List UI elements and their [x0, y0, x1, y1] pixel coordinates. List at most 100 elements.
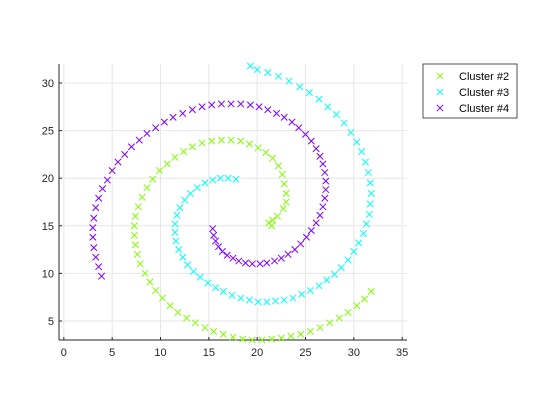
- data-point-cluster-2: [277, 334, 285, 342]
- data-point-cluster-2: [198, 139, 206, 147]
- data-point-cluster-4: [127, 143, 136, 151]
- data-point-cluster-4: [208, 101, 216, 109]
- data-point-cluster-2: [316, 324, 324, 332]
- data-point-cluster-4: [214, 243, 223, 251]
- data-point-cluster-2: [239, 335, 247, 343]
- data-point-cluster-4: [312, 145, 320, 153]
- y-tick-label: 20: [42, 173, 54, 185]
- data-point-cluster-4: [103, 176, 111, 184]
- data-point-cluster-4: [297, 240, 305, 248]
- data-point-cluster-3: [171, 220, 179, 228]
- data-point-cluster-2: [208, 137, 216, 145]
- data-point-cluster-3: [340, 119, 348, 127]
- data-point-cluster-3: [253, 66, 261, 74]
- legend-label: Cluster #2: [459, 71, 509, 83]
- data-point-cluster-2: [353, 302, 361, 310]
- data-point-cluster-4: [169, 113, 177, 121]
- x-tick-label: 15: [203, 347, 215, 359]
- data-point-cluster-4: [319, 203, 327, 211]
- data-point-cluster-2: [149, 175, 157, 183]
- y-tick-label: 5: [48, 316, 54, 328]
- data-point-cluster-3: [219, 287, 227, 296]
- legend-label: Cluster #4: [459, 103, 509, 115]
- data-point-cluster-4: [307, 137, 315, 145]
- data-point-cluster-4: [89, 224, 97, 232]
- grid-lines: [59, 64, 407, 340]
- data-point-cluster-4: [263, 259, 271, 267]
- data-point-cluster-4: [152, 124, 160, 132]
- y-tick-label: 25: [42, 126, 54, 138]
- data-point-cluster-3: [337, 264, 345, 272]
- data-point-cluster-2: [130, 222, 138, 230]
- data-point-cluster-2: [237, 137, 245, 145]
- data-point-cluster-4: [135, 136, 143, 144]
- data-point-cluster-3: [173, 211, 181, 219]
- data-point-cluster-4: [255, 103, 263, 111]
- data-point-cluster-3: [355, 239, 363, 247]
- data-point-cluster-3: [285, 77, 293, 85]
- data-point-cluster-2: [306, 327, 314, 335]
- data-point-cluster-3: [296, 83, 304, 91]
- y-tick-label: 30: [42, 78, 54, 90]
- data-point-cluster-4: [295, 124, 303, 132]
- data-point-cluster-3: [362, 220, 370, 228]
- data-point-cluster-3: [181, 196, 189, 204]
- axes: [58, 64, 407, 341]
- data-point-cluster-3: [193, 184, 201, 192]
- data-point-cluster-4: [301, 130, 310, 138]
- data-point-cluster-3: [254, 298, 262, 306]
- data-point-cluster-2: [280, 180, 288, 188]
- data-point-cluster-3: [323, 276, 331, 284]
- data-point-cluster-2: [229, 333, 237, 341]
- data-point-cluster-4: [217, 100, 225, 108]
- data-point-cluster-3: [347, 128, 355, 137]
- data-point-cluster-3: [358, 148, 366, 156]
- x-tick-label: 25: [299, 347, 311, 359]
- data-point-cluster-4: [291, 246, 299, 254]
- data-point-cluster-2: [287, 332, 295, 340]
- data-point-cluster-3: [216, 174, 224, 182]
- data-point-cluster-3: [324, 103, 332, 111]
- data-point-cluster-3: [237, 294, 245, 302]
- data-point-cluster-3: [274, 72, 282, 80]
- data-point-cluster-3: [264, 69, 272, 77]
- data-points: [89, 62, 375, 344]
- data-point-cluster-4: [90, 244, 98, 252]
- legend: Cluster #2 Cluster #3 Cluster #4: [422, 63, 518, 119]
- data-point-cluster-2: [133, 250, 141, 258]
- data-point-cluster-2: [268, 335, 276, 343]
- data-point-cluster-3: [306, 286, 314, 295]
- data-point-cluster-2: [141, 269, 149, 277]
- data-point-cluster-4: [277, 254, 285, 262]
- data-point-cluster-3: [209, 176, 217, 184]
- data-point-cluster-4: [160, 118, 168, 126]
- data-point-cluster-4: [271, 257, 279, 265]
- data-point-cluster-3: [175, 246, 183, 254]
- data-point-cluster-4: [242, 259, 250, 267]
- data-point-cluster-3: [298, 290, 306, 298]
- data-point-cluster-2: [201, 324, 209, 332]
- legend-marker: [436, 72, 444, 80]
- data-point-cluster-4: [316, 211, 324, 219]
- data-point-cluster-2: [166, 302, 174, 310]
- data-point-cluster-2: [262, 148, 270, 157]
- data-point-cluster-2: [278, 170, 286, 178]
- data-point-cluster-2: [344, 308, 352, 316]
- data-point-cluster-2: [269, 154, 277, 162]
- x-tick-label: 20: [251, 347, 263, 359]
- data-point-cluster-3: [330, 270, 339, 278]
- data-point-cluster-2: [131, 212, 139, 220]
- data-point-cluster-4: [114, 158, 122, 166]
- data-point-cluster-4: [322, 177, 330, 185]
- data-point-cluster-4: [188, 106, 196, 114]
- data-point-cluster-4: [210, 231, 218, 239]
- data-point-cluster-3: [367, 189, 375, 197]
- data-point-cluster-4: [92, 253, 100, 261]
- data-point-cluster-4: [179, 109, 187, 118]
- data-point-cluster-3: [365, 210, 373, 218]
- data-point-cluster-4: [90, 214, 98, 222]
- data-point-cluster-3: [196, 273, 204, 281]
- data-point-cluster-2: [138, 193, 146, 201]
- data-point-cluster-4: [307, 226, 315, 235]
